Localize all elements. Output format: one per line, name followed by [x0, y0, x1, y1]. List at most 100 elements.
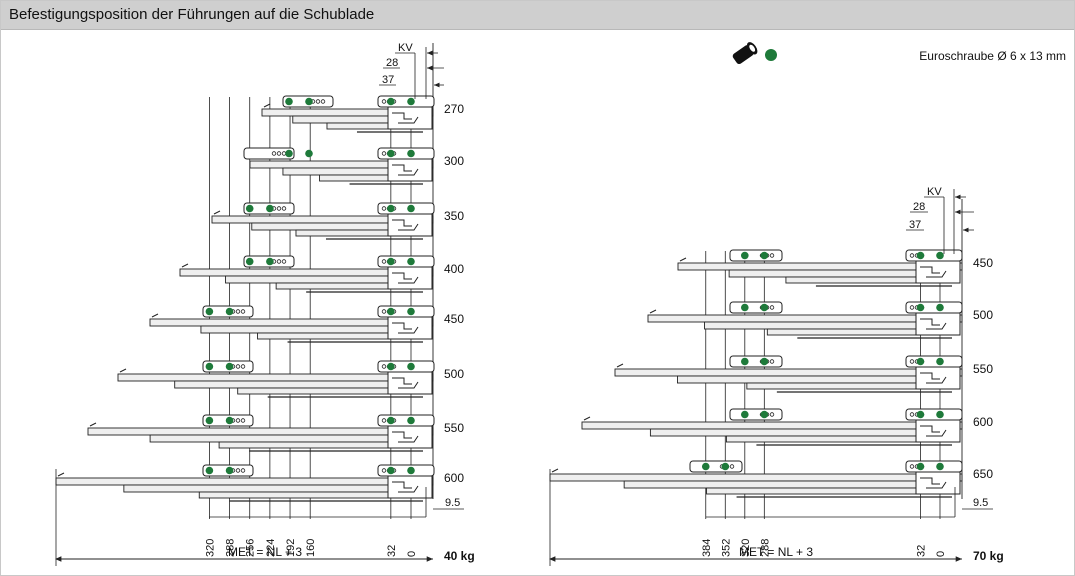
length-label: 350 [444, 209, 464, 223]
legend: Euroschraube Ø 6 x 13 mm [732, 42, 1066, 65]
bracket-hole [276, 259, 282, 264]
rear-bracket [377, 202, 435, 215]
rail-top [614, 368, 963, 377]
mount-dot [407, 307, 415, 316]
bracket-hole [281, 206, 287, 211]
mounting-diagram: Euroschraube Ø 6 x 13 mm 270 300 350 400 450… [55, 42, 1066, 566]
rear-mechanism [387, 213, 433, 237]
rear-bracket [905, 301, 963, 314]
mount-dot [936, 357, 944, 366]
rail-tip [151, 313, 159, 318]
mount-dot [936, 462, 944, 471]
bracket-hole [240, 364, 246, 369]
rear-mechanism [915, 419, 961, 443]
dim-label-384: 384 [701, 539, 713, 557]
mechanism-detail [392, 322, 419, 334]
rear-bracket [377, 414, 435, 427]
bracket-hole [381, 309, 387, 314]
mount-dot [741, 303, 749, 312]
length-label: 500 [444, 367, 464, 381]
rail-top [549, 473, 963, 482]
rail-tip [263, 103, 271, 108]
bracket-hole [235, 309, 241, 314]
length-label: 650 [973, 467, 993, 481]
rail-tip [181, 263, 189, 268]
mechanism-detail [920, 372, 947, 384]
mount-dot [266, 257, 274, 266]
bracket-hole [909, 305, 915, 310]
rear-bracket [377, 305, 435, 318]
mount-dot [407, 257, 415, 266]
rear-bracket [905, 355, 963, 368]
rail-tip [551, 468, 559, 473]
rear-mechanism [915, 471, 961, 495]
bracket-hole [276, 206, 282, 211]
bracket-hole [381, 468, 387, 473]
dim-label-160: 160 [305, 539, 317, 557]
bracket-hole [381, 206, 387, 211]
rail-middle [623, 480, 957, 489]
mount-dot [225, 466, 234, 475]
mount-dot [407, 466, 415, 475]
mount-dot [225, 416, 234, 425]
rail-top [647, 314, 963, 323]
dim-28-label: 28 [913, 201, 925, 213]
mount-dot [760, 410, 769, 419]
dim-95-label: 9.5 [973, 497, 988, 509]
mount-dot [305, 149, 313, 158]
mount-dot [245, 204, 254, 213]
rail-top [55, 477, 434, 486]
length-label: 500 [973, 308, 993, 322]
bracket-hole [271, 151, 277, 156]
rear-bracket [377, 147, 435, 160]
mount-dot [936, 410, 944, 419]
rail-tip [213, 210, 221, 215]
length-label: 400 [444, 262, 464, 276]
bracket-hole [235, 364, 241, 369]
mount-dot [916, 303, 925, 312]
length-label: 450 [444, 312, 464, 326]
rail-tip [583, 416, 591, 421]
rail-middle [677, 375, 957, 384]
screw-icon [732, 42, 758, 65]
mechanism-detail [392, 481, 419, 493]
bracket-hole [281, 259, 287, 264]
rear-mechanism [387, 106, 433, 130]
mount-dot [225, 307, 234, 316]
rear-bracket [377, 360, 435, 373]
mechanism-detail [392, 164, 419, 176]
mount-dot [741, 410, 749, 419]
bracket-hole [769, 305, 775, 310]
mount-dot [701, 462, 710, 471]
bracket-hole [240, 418, 246, 423]
mount-dot [205, 307, 214, 316]
rail-tip [616, 363, 624, 368]
dim-label-32: 32 [915, 545, 927, 557]
bracket-hole [769, 359, 775, 364]
mechanism-detail [920, 425, 947, 437]
mechanism-detail [920, 477, 947, 489]
rail-tip [89, 422, 97, 427]
mechanism-detail [392, 112, 419, 124]
rear-bracket [905, 460, 963, 473]
bracket-hole [240, 468, 246, 473]
mount-dot [916, 462, 925, 471]
front-bracket [729, 301, 783, 314]
mount-dot [387, 362, 395, 371]
mechanism-detail [920, 266, 947, 278]
bracket-hole [381, 364, 387, 369]
mount-dot [387, 97, 395, 106]
mount-dot [305, 97, 313, 106]
dim-label-320: 320 [204, 539, 216, 557]
rear-mechanism [387, 158, 433, 182]
rail-middle [149, 434, 428, 443]
dim-28-label: 28 [386, 57, 398, 69]
length-label: 270 [444, 102, 464, 116]
rear-mechanism [915, 312, 961, 336]
mount-dot [285, 149, 293, 158]
length-label: 300 [444, 154, 464, 168]
mount-dot [205, 362, 214, 371]
mount-dot [266, 204, 274, 213]
